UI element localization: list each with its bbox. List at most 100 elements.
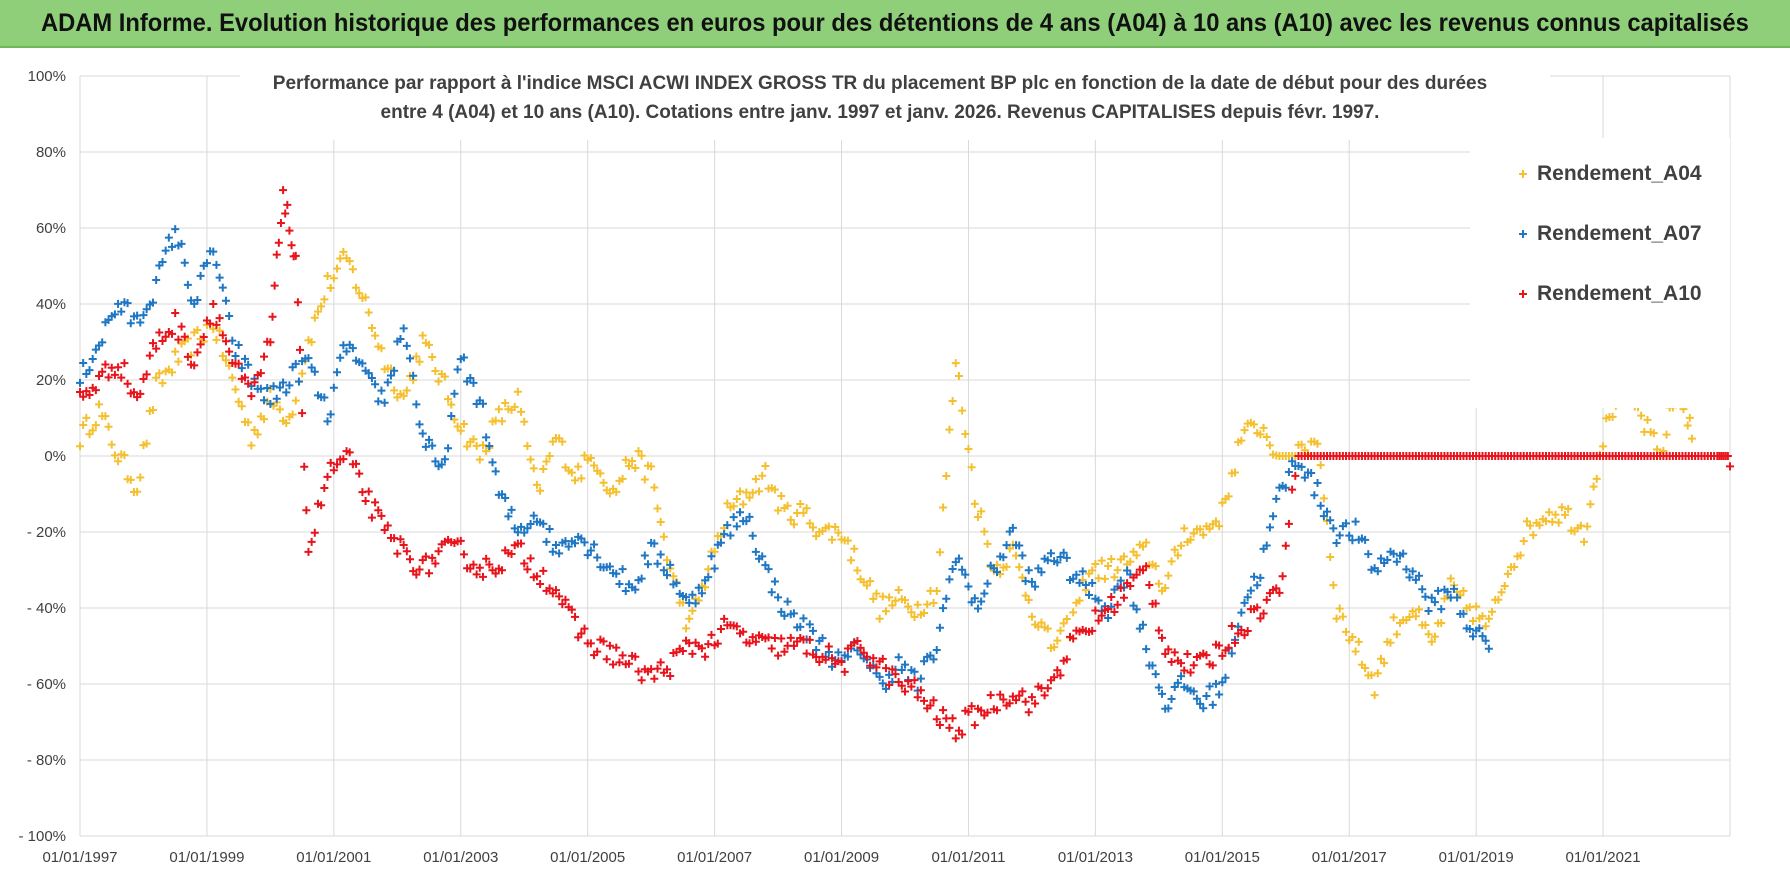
data-point: [1088, 626, 1097, 635]
data-point: [555, 592, 564, 601]
data-point: [958, 730, 967, 739]
data-point: [1015, 691, 1024, 700]
data-point: [95, 372, 104, 381]
data-point: [1043, 624, 1052, 633]
data-point: [1408, 607, 1417, 616]
data-point: [983, 579, 992, 588]
data-point: [1580, 537, 1589, 546]
y-axis-ticks: 100% 80% 60% 40% 20% 0% - 20% - 40% - 60% - 80% - …: [18, 68, 66, 845]
data-point: [999, 695, 1008, 704]
data-point: [577, 629, 586, 638]
data-point: [704, 640, 713, 649]
data-point: [716, 625, 725, 634]
chart-title-line-1: Performance par rapport à l'indice MSCI …: [273, 73, 1487, 94]
data-point: [618, 474, 627, 483]
data-point: [1519, 537, 1528, 546]
data-point: [993, 568, 1002, 577]
data-point: [215, 326, 224, 335]
data-point: [720, 614, 729, 623]
data-point: [1269, 512, 1278, 521]
data-point: [745, 493, 754, 502]
data-point: [1418, 585, 1427, 594]
data-point: [1494, 595, 1503, 604]
data-point: [859, 648, 868, 657]
data-point: [567, 468, 576, 477]
data-point: [745, 639, 754, 648]
data-point: [828, 654, 837, 663]
data-point: [91, 345, 100, 354]
data-point: [1319, 512, 1328, 521]
data-point: [412, 570, 421, 579]
data-point: [542, 537, 551, 546]
data-point: [274, 238, 283, 247]
data-point: [412, 352, 421, 361]
data-point: [1449, 584, 1458, 593]
data-point: [1037, 568, 1046, 577]
data-point: [348, 265, 357, 274]
data-point: [1389, 613, 1398, 622]
data-point: [1475, 624, 1484, 633]
data-point: [1224, 643, 1233, 652]
y-tick-label: 0%: [44, 448, 66, 465]
data-point: [272, 394, 281, 403]
data-point: [1345, 531, 1354, 540]
data-point: [1170, 545, 1179, 554]
data-point: [748, 531, 757, 540]
data-point: [168, 329, 177, 338]
data-point: [447, 400, 456, 409]
data-point: [196, 271, 205, 280]
data-point: [326, 458, 335, 467]
data-point: [225, 311, 234, 320]
data-point: [139, 375, 148, 384]
data-point: [415, 565, 424, 574]
data-point: [440, 372, 449, 381]
data-point: [177, 322, 186, 331]
data-point: [828, 535, 837, 544]
data-point: [345, 257, 354, 266]
data-point: [777, 491, 786, 500]
data-point: [840, 667, 849, 676]
data-point: [1040, 691, 1049, 700]
data-point: [555, 549, 564, 558]
data-point: [872, 589, 881, 598]
data-point: [935, 721, 944, 730]
data-point: [491, 569, 500, 578]
data-point: [1100, 574, 1109, 583]
data-point: [932, 587, 941, 596]
data-point: [736, 508, 744, 517]
data-point: [1059, 548, 1068, 557]
data-point: [920, 608, 929, 617]
data-point: [244, 360, 253, 369]
data-point: [491, 467, 500, 476]
data-point: [1240, 631, 1249, 640]
data-point: [307, 537, 316, 546]
data-point: [263, 383, 272, 392]
data-point: [485, 560, 494, 569]
data-point: [221, 296, 230, 305]
data-point: [1421, 621, 1430, 630]
data-point: [136, 473, 145, 482]
data-point: [1376, 654, 1385, 663]
data-point: [1265, 523, 1274, 532]
data-point: [834, 528, 843, 537]
data-point: [183, 280, 192, 289]
data-point: [1138, 620, 1147, 629]
data-point: [901, 687, 909, 696]
data-point: [91, 421, 100, 430]
data-point: [967, 598, 976, 607]
data-point: [1053, 636, 1062, 645]
data-point: [539, 519, 548, 528]
data-point: [371, 498, 380, 507]
data-point: [425, 340, 434, 349]
data-point: [1196, 525, 1205, 534]
data-point: [123, 299, 132, 308]
data-point: [1021, 697, 1030, 706]
data-point: [174, 335, 183, 344]
data-point: [954, 371, 963, 380]
data-point: [377, 344, 386, 353]
data-point: [593, 553, 602, 562]
x-tick-label: 01/01/2005: [550, 849, 625, 866]
data-point: [152, 344, 161, 353]
data-point: [958, 565, 967, 574]
data-point: [847, 556, 856, 565]
